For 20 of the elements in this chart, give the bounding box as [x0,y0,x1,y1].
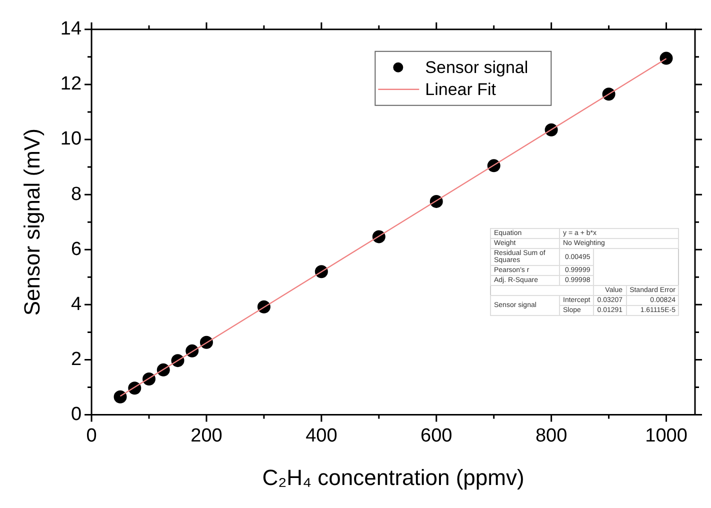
legend-label: Sensor signal [425,58,528,78]
x-tick-label: 600 [420,425,452,446]
y-tick-label: 2 [70,348,82,370]
y-tick-label: 14 [60,18,82,40]
point [660,52,673,65]
y-tick-label: 4 [70,294,82,315]
y-axis-title: Sensor signal (mV) [19,128,44,316]
x-tick-label: 400 [306,425,338,446]
y-tick-label: 0 [70,404,82,426]
y-tick-label: 8 [70,184,82,205]
x-tick-label: 200 [190,425,222,446]
x-tick-label: 1000 [645,425,688,446]
point [114,390,127,404]
x-tick-label: 0 [86,425,97,446]
x-axis-title: C₂H₄ concentration (ppmv) [262,464,524,490]
legend-label: Linear Fit [425,80,496,100]
y-tick-label: 6 [70,238,82,260]
x-tick-label: 800 [535,425,568,446]
y-tick-label: 10 [60,128,82,150]
y-tick-label: 12 [60,74,82,95]
